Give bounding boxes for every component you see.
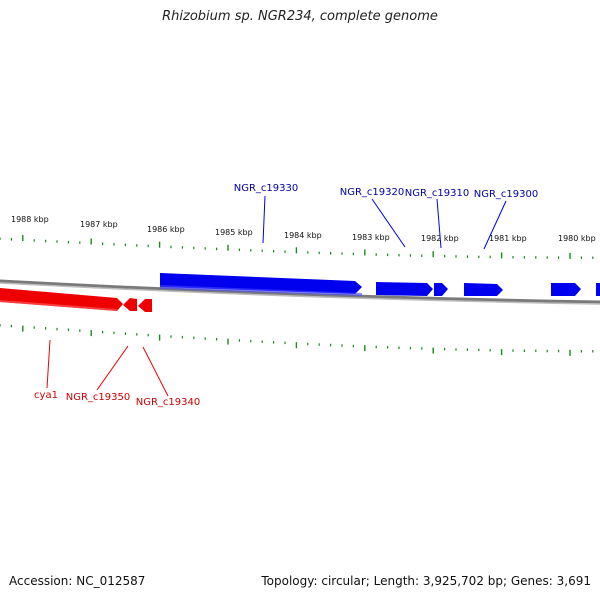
gene-label[interactable]: NGR_c19320: [340, 187, 405, 198]
kbp-label: 1983 kbp: [352, 233, 390, 242]
leader-line: [96, 345, 129, 391]
gene-label[interactable]: NGR_c19300: [474, 189, 539, 200]
gene-label[interactable]: cya1: [34, 390, 58, 401]
kbp-ruler-bottom: [0, 324, 594, 356]
gene-arrow-cya1-shadow: [0, 300, 117, 311]
leader-line: [142, 346, 169, 397]
kbp-label: 1981 kbp: [489, 234, 527, 243]
accession-text: Accession: NC_012587: [9, 574, 146, 588]
gene-arrow-cya1[interactable]: [0, 288, 123, 311]
kbp-label: 1984 kbp: [284, 231, 322, 240]
leader-line: [436, 198, 442, 249]
gene-arrow-NGR_c19300[interactable]: [464, 283, 503, 296]
kbp-label: 1986 kbp: [147, 225, 185, 234]
kbp-label: 1987 kbp: [80, 220, 118, 229]
gene-arrow-NGR_c19340[interactable]: [138, 299, 152, 312]
backbone-outer: [0, 279, 600, 304]
gene-arrow-shadow: [160, 285, 362, 296]
kbp-ruler-top: [0, 235, 594, 259]
map-title: Rhizobium sp. NGR234, complete genome: [162, 9, 438, 24]
gene-arrow-NGR_c19310[interactable]: [434, 283, 448, 296]
kbp-label: 1985 kbp: [215, 228, 253, 237]
leader-line: [46, 339, 51, 389]
gene-arrow-partial-a[interactable]: [551, 283, 581, 296]
gene-arrow-NGR_c19350[interactable]: [123, 298, 137, 311]
gene-label[interactable]: NGR_c19350: [66, 392, 131, 403]
gene-label[interactable]: NGR_c19330: [234, 183, 299, 194]
leader-line: [262, 195, 266, 244]
gene-arrow-NGR_c19320[interactable]: [376, 282, 433, 296]
gene-label[interactable]: NGR_c19340: [136, 397, 201, 408]
reverse-genes: [0, 288, 152, 312]
gene-arrow-partial-b[interactable]: [596, 283, 600, 296]
leader-line: [371, 198, 406, 248]
gene-label[interactable]: NGR_c19310: [405, 188, 470, 199]
leader-line: [483, 200, 507, 250]
forward-genes: [160, 273, 600, 296]
kbp-label: 1988 kbp: [11, 215, 49, 224]
backbone-inner: [0, 282, 600, 305]
kbp-label: 1980 kbp: [558, 234, 596, 243]
genome-summary-text: Topology: circular; Length: 3,925,702 bp…: [261, 574, 591, 588]
